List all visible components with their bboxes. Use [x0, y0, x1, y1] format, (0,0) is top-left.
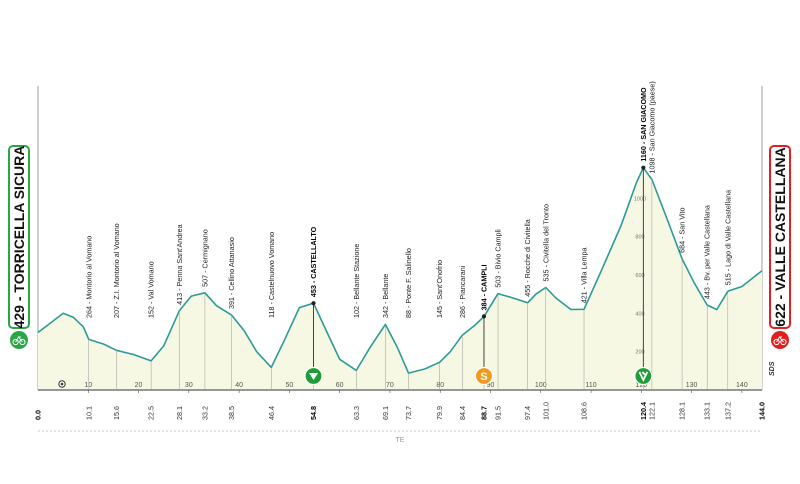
- waypoint-labels: 264 - Montorio al Vomano 207 - Z.I. Monto…: [84, 81, 732, 390]
- finish-bike-wheel: [773, 338, 780, 346]
- distance-label: 28.1: [175, 406, 184, 420]
- waypoint-label: 1098 - San Giacomo (paese): [647, 81, 656, 173]
- distance-label: 54.8: [309, 406, 318, 420]
- distance-label: 144.0: [758, 402, 767, 420]
- mountain-v-icon: [634, 366, 653, 386]
- distance-label: 69.1: [381, 406, 390, 420]
- distance-label: 73.7: [404, 406, 413, 420]
- waypoint-label: 88 - Ponte F. Salinello: [404, 248, 413, 318]
- marker-top-dot: [641, 165, 646, 170]
- waypoint-label: 145 - Sant'Onofrio: [435, 260, 444, 318]
- distance-label: 122.1: [647, 402, 656, 420]
- distance-label: 120.4: [639, 402, 648, 420]
- waypoint-label: 102 - Bellante Stazione: [352, 244, 361, 318]
- sprint-s-icon: [474, 366, 494, 386]
- axis-tick-label: 110: [585, 382, 596, 389]
- province-code: TE: [396, 437, 405, 444]
- start-bike-wheel: [19, 338, 26, 346]
- axis-tick-label: 100: [535, 382, 547, 389]
- waypoint-label: 421 - Villa Lempa: [580, 247, 589, 303]
- axis-tick-label: 90: [487, 382, 495, 389]
- finish-frame: [769, 145, 791, 329]
- marker-top-dot: [481, 314, 487, 319]
- waypoint-label: 391 - Cellino Attanasio: [227, 237, 236, 309]
- axis-tick-label: 70: [386, 382, 394, 389]
- distance-label: 97.4: [523, 406, 532, 420]
- distance-label: 38.5: [227, 406, 236, 420]
- axis-tick-label: 140: [736, 382, 748, 389]
- profile-line: [37, 166, 763, 374]
- distance-label: 91.5: [494, 406, 503, 420]
- altitude-tick-label: 400: [635, 311, 644, 317]
- axis-tick-label: 130: [686, 382, 698, 389]
- waypoint-label: 535 - Civitella del Tronto: [541, 204, 550, 282]
- axis-tick-label: 50: [285, 382, 293, 389]
- triangle-glyph: [309, 373, 319, 380]
- waypoint-label: 286 - Piancarani: [458, 265, 467, 318]
- distance-label: 0.0: [34, 410, 43, 420]
- finish-title: 622 - VALLE CASTELLANA: [772, 147, 788, 326]
- axis-tick-label: 20: [135, 382, 143, 389]
- waypoint-label: 503 - Bivio Campli: [494, 229, 503, 288]
- axis-tick-label: 10: [84, 382, 92, 389]
- start-finish-labels: 429 - TORRICELLA SICURA 622 - VALLE CASTE…: [8, 145, 791, 349]
- waypoint-label: 455 - Rocche di Civitella: [523, 219, 532, 297]
- distance-label: 79.9: [435, 406, 444, 420]
- waypoint-label: 207 - Z.I. Montorio al Vomano: [112, 223, 121, 318]
- start-bike-icon: [10, 331, 28, 349]
- distance-label: 46.4: [267, 406, 276, 420]
- distance-axis: 10 20 30 40 50 60 70 80 90 100 110 120 130 140 0.0 10.1…: [34, 361, 777, 444]
- finish-bike-wheel: [780, 338, 787, 346]
- distance-label: 15.6: [112, 406, 121, 420]
- distance-label: 84.4: [458, 406, 467, 420]
- waypoint-label: 152 - Val Vomano: [147, 261, 156, 318]
- waypoint-label: 1160 - SAN GIACOMO: [639, 87, 648, 162]
- distance-label: 88.7: [479, 406, 488, 420]
- sprint-letter: S: [480, 371, 487, 383]
- marker-top-dot: [311, 301, 316, 306]
- waypoint-label: 515 - Lago di Valle Castellana: [723, 190, 732, 285]
- finish-bike-frame: [776, 336, 784, 343]
- altitude-tick-label: 1000: [634, 196, 646, 202]
- waypoint-label: 507 - Cermignano: [200, 229, 209, 287]
- waypoint-label: 342 - Bellante: [381, 274, 390, 318]
- start-frame: [8, 145, 30, 329]
- axis-tick-label: 60: [336, 382, 344, 389]
- start-bike-frame: [15, 336, 23, 343]
- mountain-glyph: [638, 371, 649, 383]
- altitude-tick-label: 600: [635, 273, 644, 279]
- waypoint-label: 443 - Bv. per Valle Castellana: [703, 205, 712, 299]
- waypoint-label: 118 - Castelnuovo Vomano: [267, 232, 276, 318]
- distance-label: 137.2: [723, 402, 732, 420]
- start-bike-wheel: [12, 338, 19, 346]
- distance-label: 63.3: [352, 406, 361, 420]
- waypoint-label: 264 - Montorio al Vomano: [84, 236, 93, 318]
- stage-markers: S: [304, 165, 653, 386]
- distance-label: 108.6: [580, 402, 589, 420]
- waypoint-label: 453 - CASTELLALTO: [309, 226, 318, 297]
- axis-tick-label: 30: [185, 382, 193, 389]
- profile-fill: [38, 167, 762, 390]
- axis-tick-label: 40: [235, 382, 243, 389]
- axis-tick-label: 80: [436, 382, 444, 389]
- altitude-tick-label: 200: [635, 350, 644, 356]
- distance-label: 133.1: [703, 402, 712, 420]
- distance-label: 101.0: [541, 402, 550, 420]
- distance-label: 22.5: [147, 406, 156, 420]
- waypoint-label: 684 - San Vito: [678, 207, 687, 252]
- distance-label: 128.1: [678, 402, 687, 420]
- start-dot-core: [60, 382, 64, 386]
- waypoint-label: 413 - Penna Sant'Andrea: [175, 224, 184, 305]
- axis-tick-label: 120: [635, 382, 647, 389]
- profile-area: 200 400 600 800 1000: [37, 166, 763, 390]
- waypoint-label: 384 - CAMPLI: [479, 264, 488, 310]
- start-title: 429 - TORRICELLA SICURA: [11, 146, 27, 329]
- distance-label: 33.2: [200, 406, 209, 420]
- sds-logo: SDS: [769, 361, 776, 376]
- finish-bike-icon: [771, 331, 789, 349]
- distance-label: 10.1: [84, 406, 93, 420]
- altitude-tick-label: 800: [635, 235, 644, 241]
